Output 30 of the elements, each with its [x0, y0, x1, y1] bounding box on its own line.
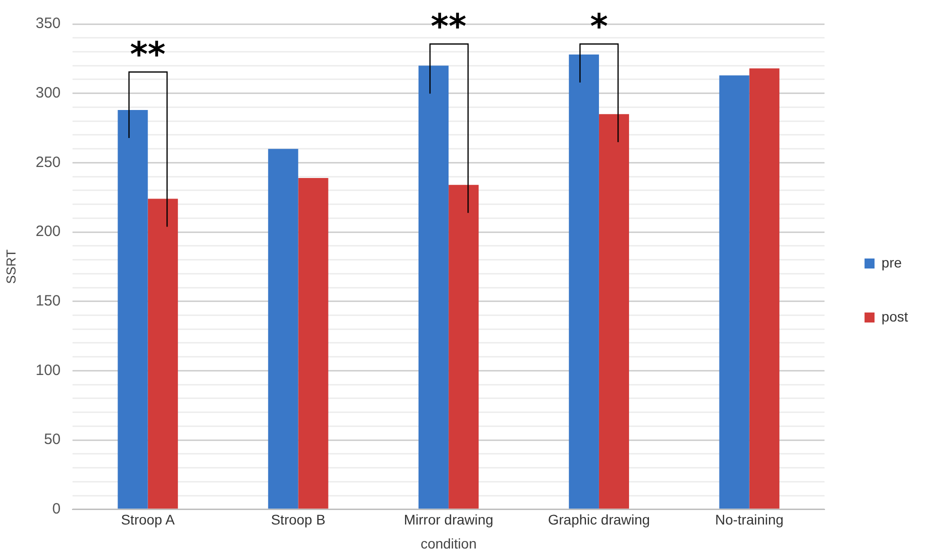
x-tick-label: Stroop A: [120, 512, 176, 528]
annotation: **: [130, 35, 166, 75]
x-axis-title: condition: [420, 535, 477, 552]
annotation: **: [430, 7, 466, 47]
bar: [268, 148, 298, 509]
bar: [749, 68, 780, 509]
bar: [298, 178, 328, 509]
y-tick-label: 50: [44, 431, 61, 448]
legend-label: post: [882, 308, 908, 324]
x-tick-label: No-training: [715, 512, 784, 528]
y-tick-label: 300: [36, 84, 61, 102]
bar: [418, 66, 449, 509]
bar: [118, 110, 148, 509]
bar: [448, 184, 479, 509]
y-tick-label: 0: [52, 500, 61, 518]
y-tick-label: 350: [36, 15, 61, 32]
y-tick-label: 200: [36, 223, 61, 240]
bar: [148, 198, 178, 509]
y-axis-title: SSRT: [3, 249, 18, 284]
y-tick-label: 250: [36, 154, 61, 171]
bar: [719, 75, 750, 509]
x-tick-label: Mirror drawing: [404, 512, 494, 528]
bar: [568, 54, 599, 509]
legend-label: pre: [882, 254, 902, 270]
x-tick-label: Stroop B: [270, 512, 326, 528]
y-tick-label: 100: [36, 362, 61, 379]
annotation: *: [590, 7, 608, 47]
x-tick-label: Graphic drawing: [548, 512, 650, 528]
bar: [598, 114, 630, 509]
y-tick-label: 150: [36, 292, 61, 310]
